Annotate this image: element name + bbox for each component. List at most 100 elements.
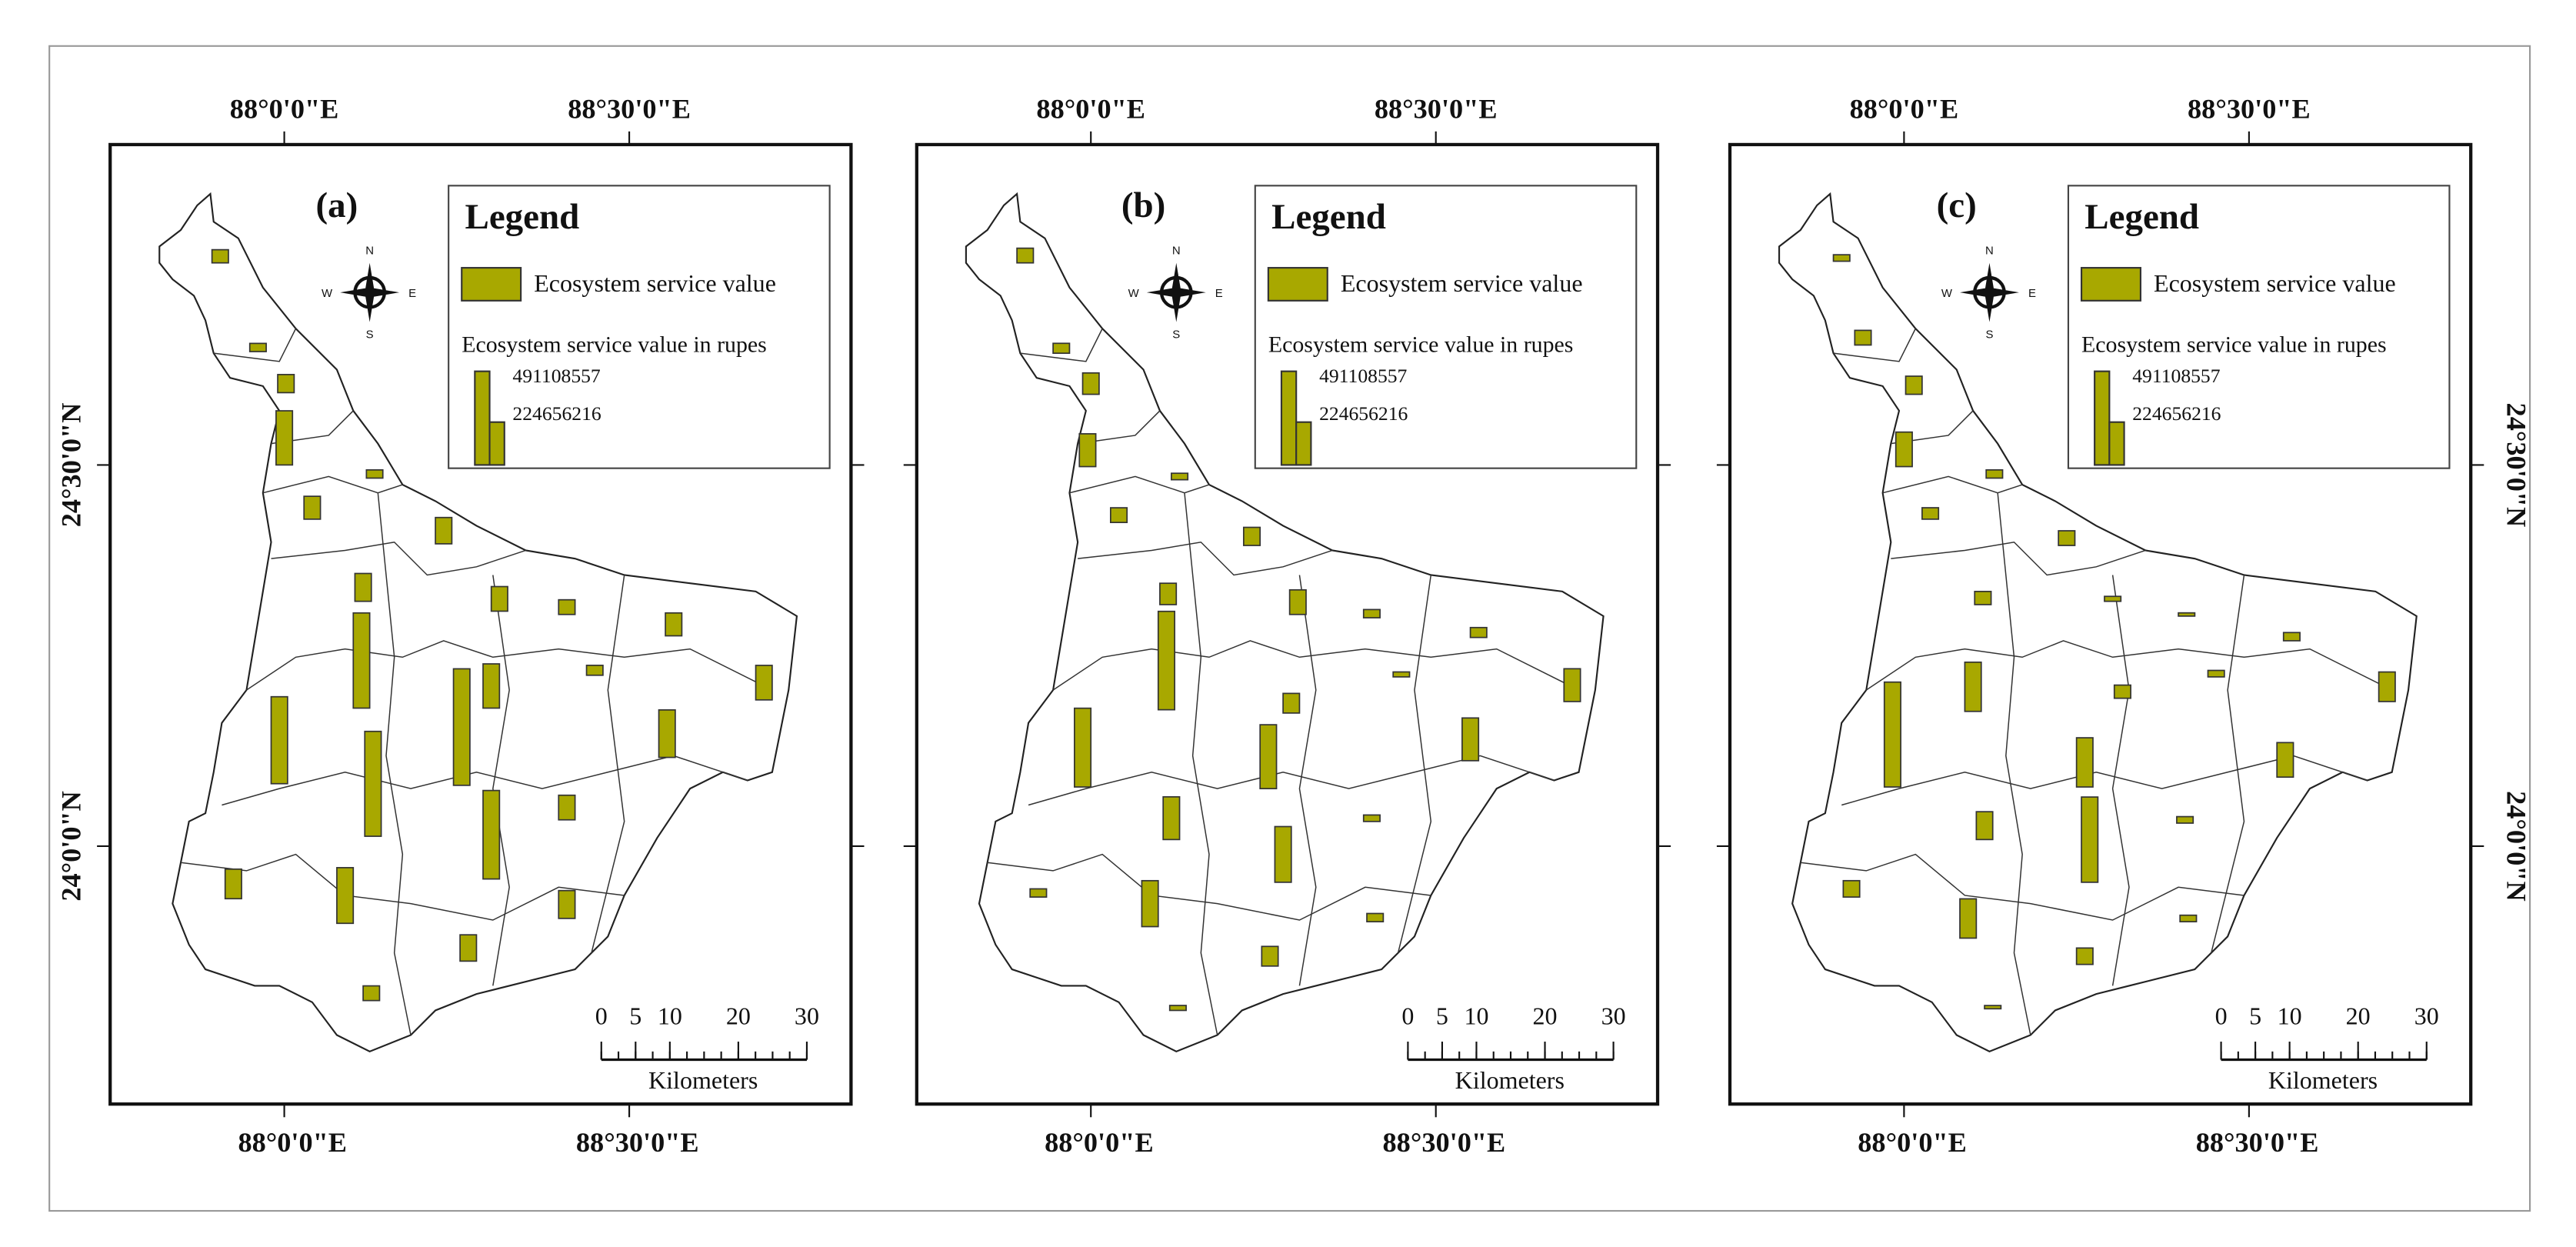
legend-value: 224656216 bbox=[1319, 402, 1408, 425]
scale-unit: Kilometers bbox=[648, 1066, 758, 1094]
esv-bar bbox=[362, 985, 381, 1002]
esv-bar bbox=[1975, 811, 1994, 841]
esv-bar bbox=[1081, 372, 1100, 395]
esv-bar bbox=[1052, 342, 1071, 355]
esv-bar bbox=[459, 934, 478, 962]
scale-label: 10 bbox=[1464, 1002, 1488, 1029]
scale-unit: Kilometers bbox=[2268, 1066, 2378, 1094]
esv-bar bbox=[2113, 684, 2131, 699]
esv-bar bbox=[1016, 247, 1035, 264]
map-frame bbox=[915, 142, 1660, 1106]
lon-label: 88°0'0"E bbox=[238, 1127, 347, 1158]
esv-bar bbox=[1282, 692, 1301, 714]
esv-bar bbox=[2176, 815, 2194, 824]
esv-bar bbox=[1895, 431, 1913, 468]
esv-bar bbox=[270, 695, 288, 785]
district-boundary bbox=[1882, 475, 2023, 494]
legend-swatch bbox=[461, 267, 522, 302]
esv-bar bbox=[755, 665, 773, 701]
esv-bar bbox=[1078, 433, 1097, 468]
lon-label: 88°30'0"E bbox=[576, 1127, 699, 1158]
compass-letter: S bbox=[1172, 328, 1180, 342]
legend-value: 491108557 bbox=[1319, 365, 1407, 387]
esv-bar bbox=[2276, 742, 2294, 779]
esv-bar bbox=[558, 794, 576, 821]
esv-bar bbox=[2058, 530, 2076, 546]
district-boundary bbox=[987, 853, 1431, 921]
legend-bar bbox=[1295, 421, 1312, 466]
esv-bar bbox=[1985, 468, 2004, 479]
lon-label: 88°30'0"E bbox=[568, 94, 691, 125]
district-boundary bbox=[1833, 328, 1917, 362]
district-boundary bbox=[1020, 328, 1103, 362]
esv-bar bbox=[365, 468, 384, 479]
esv-bar bbox=[1842, 879, 1861, 898]
esv-bar bbox=[1274, 825, 1292, 883]
lon-label: 88°30'0"E bbox=[1383, 1127, 1506, 1158]
legend-bar bbox=[1280, 370, 1298, 466]
scale-label: 0 bbox=[595, 1002, 608, 1029]
lat-label: 24°0'0"N bbox=[2501, 791, 2531, 902]
figure-border bbox=[48, 45, 2531, 1212]
compass-letter: S bbox=[366, 328, 374, 342]
legend-box bbox=[1254, 185, 1638, 469]
esv-bar bbox=[1261, 945, 1279, 967]
esv-bar bbox=[364, 730, 382, 837]
legend-title: Legend bbox=[2084, 197, 2199, 237]
compass-needle bbox=[1960, 262, 2019, 322]
compass-needle bbox=[1146, 262, 1206, 322]
esv-bar bbox=[1157, 610, 1175, 711]
scale-label: 30 bbox=[1601, 1002, 1626, 1029]
district-boundary bbox=[1078, 541, 1333, 576]
scale-label: 5 bbox=[2249, 1002, 2261, 1029]
lon-label: 88°30'0"E bbox=[2188, 94, 2311, 125]
district-boundary bbox=[180, 853, 625, 921]
esv-bar bbox=[1162, 795, 1181, 841]
esv-bar bbox=[435, 516, 453, 545]
legend-item: Ecosystem service value bbox=[534, 269, 776, 297]
map-panel: 88°0'0"E 88°0'0"E 88°30'0"E 88°30'0"E (b) N S E… bbox=[903, 94, 1671, 1158]
district-boundary bbox=[1028, 755, 1555, 806]
district-boundary bbox=[1078, 410, 1161, 445]
district-boundary bbox=[1397, 575, 1432, 953]
legend-item: Ecosystem service value bbox=[2154, 269, 2396, 297]
esv-bar bbox=[1392, 671, 1411, 678]
esv-bar bbox=[224, 868, 242, 900]
esv-bar bbox=[2075, 737, 2094, 788]
esv-bar bbox=[452, 668, 471, 786]
district-boundary bbox=[246, 640, 773, 691]
district-boundary bbox=[262, 475, 403, 494]
legend-bar bbox=[2094, 370, 2111, 466]
lon-label: 88°0'0"E bbox=[1858, 1127, 1967, 1158]
scale-label: 5 bbox=[629, 1002, 642, 1029]
esv-bar bbox=[490, 585, 508, 612]
district-boundary bbox=[1052, 640, 1579, 691]
lat-label: 24°0'0"N bbox=[56, 791, 87, 902]
legend-swatch bbox=[2080, 267, 2141, 302]
scale-unit: Kilometers bbox=[1455, 1066, 1565, 1094]
esv-bar bbox=[1159, 582, 1178, 605]
scale-label: 0 bbox=[1401, 1002, 1414, 1029]
district-boundary bbox=[1997, 492, 2031, 1035]
district-boundary bbox=[2111, 575, 2130, 986]
esv-bar bbox=[482, 663, 501, 709]
esv-bar bbox=[1141, 879, 1159, 928]
legend-title: Legend bbox=[1271, 197, 1386, 237]
district-boundary bbox=[1865, 640, 2393, 691]
lat-label: 24°30'0"N bbox=[2501, 403, 2531, 528]
legend-subtitle: Ecosystem service value in rupes bbox=[1268, 332, 1574, 357]
compass-needle bbox=[340, 262, 400, 322]
district-boundary bbox=[213, 328, 297, 362]
esv-bar bbox=[1461, 717, 1480, 762]
scale-label: 30 bbox=[795, 1002, 819, 1029]
legend-bar bbox=[474, 370, 491, 466]
scale-label: 0 bbox=[2215, 1002, 2228, 1029]
esv-bar bbox=[1109, 507, 1128, 524]
esv-bar bbox=[1242, 526, 1261, 546]
district-boundary bbox=[271, 541, 526, 576]
district-boundary bbox=[1891, 541, 2146, 576]
esv-bar bbox=[585, 665, 604, 676]
district-boundary bbox=[222, 755, 748, 806]
